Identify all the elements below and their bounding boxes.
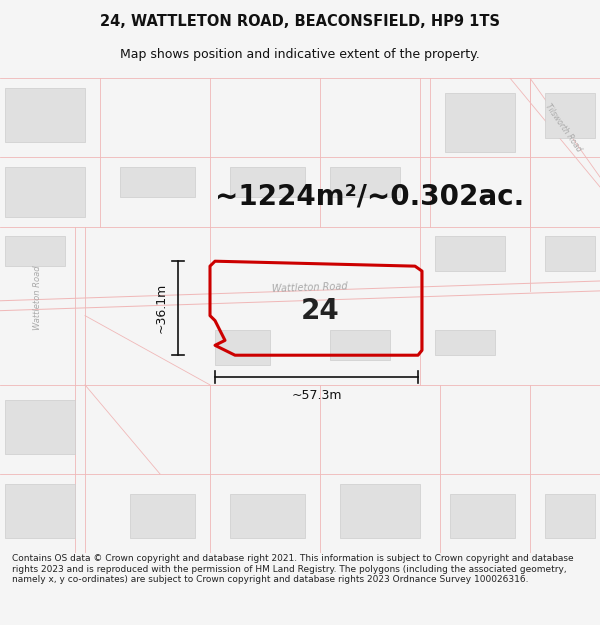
Bar bbox=[435, 236, 505, 271]
Text: ~57.3m: ~57.3m bbox=[291, 389, 342, 402]
Bar bbox=[5, 167, 85, 217]
Bar bbox=[120, 167, 195, 197]
Bar bbox=[435, 331, 495, 355]
Bar bbox=[445, 93, 515, 152]
Bar bbox=[450, 494, 515, 538]
Bar bbox=[5, 236, 65, 266]
Bar bbox=[545, 236, 595, 271]
Text: 24: 24 bbox=[301, 297, 340, 324]
Bar bbox=[230, 167, 305, 197]
Text: Wattleton Road: Wattleton Road bbox=[272, 282, 348, 294]
Bar bbox=[5, 484, 75, 538]
Bar bbox=[230, 494, 305, 538]
Text: Wattleton Road: Wattleton Road bbox=[34, 266, 43, 330]
Bar bbox=[130, 494, 195, 538]
Bar bbox=[340, 484, 420, 538]
Text: Tilsworth Road: Tilsworth Road bbox=[543, 102, 583, 153]
Text: Map shows position and indicative extent of the property.: Map shows position and indicative extent… bbox=[120, 48, 480, 61]
Text: 24, WATTLETON ROAD, BEACONSFIELD, HP9 1TS: 24, WATTLETON ROAD, BEACONSFIELD, HP9 1T… bbox=[100, 14, 500, 29]
Bar bbox=[545, 93, 595, 138]
Bar bbox=[5, 400, 75, 454]
Bar bbox=[5, 88, 85, 142]
Bar bbox=[330, 167, 400, 197]
Text: ~36.1m: ~36.1m bbox=[155, 283, 168, 333]
Bar bbox=[545, 494, 595, 538]
Bar bbox=[215, 331, 270, 365]
Bar bbox=[330, 331, 390, 360]
Text: Contains OS data © Crown copyright and database right 2021. This information is : Contains OS data © Crown copyright and d… bbox=[12, 554, 574, 584]
Text: ~1224m²/~0.302ac.: ~1224m²/~0.302ac. bbox=[215, 183, 524, 211]
